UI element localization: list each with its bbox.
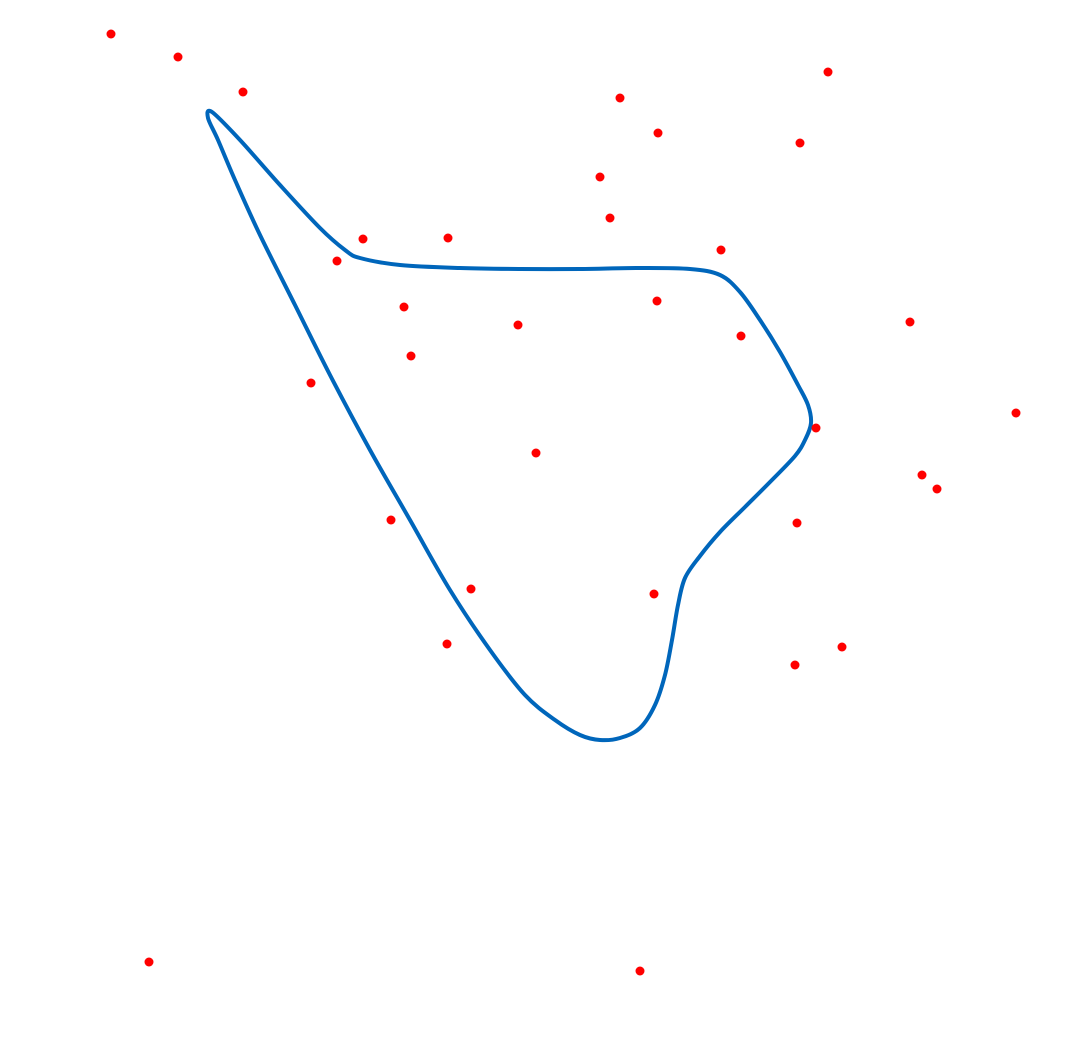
scatter-point: [905, 317, 915, 327]
scatter-point: [531, 448, 541, 458]
scatter-point: [823, 67, 833, 77]
scatter-point: [837, 642, 847, 652]
scatter-point: [635, 966, 645, 976]
scatter-point: [615, 93, 625, 103]
scatter-point: [649, 589, 659, 599]
scatter-point: [442, 639, 452, 649]
scatter-point: [792, 518, 802, 528]
scatter-point: [466, 584, 476, 594]
scatter-point: [605, 213, 615, 223]
scatter-point: [790, 660, 800, 670]
scatter-point: [358, 234, 368, 244]
closed-curve-line: [205, 108, 814, 743]
scatter-point: [652, 296, 662, 306]
scatter-point: [144, 957, 154, 967]
scatter-point: [917, 470, 927, 480]
scatter-point: [595, 172, 605, 182]
curve-layer: [205, 108, 814, 743]
scatter-point: [811, 423, 821, 433]
scatter-point: [173, 52, 183, 62]
scatter-point: [795, 138, 805, 148]
scatter-point: [1011, 408, 1021, 418]
scatter-point: [399, 302, 409, 312]
scatter-point: [306, 378, 316, 388]
scatter-point: [106, 29, 116, 39]
scatter-point: [716, 245, 726, 255]
scatter-point: [653, 128, 663, 138]
scatter-point: [513, 320, 523, 330]
scatter-point: [932, 484, 942, 494]
scatter-point: [332, 256, 342, 266]
scatter-point: [736, 331, 746, 341]
scatter-point: [386, 515, 396, 525]
scatter-point: [443, 233, 453, 243]
scatter-point: [238, 87, 248, 97]
points-layer: [106, 29, 1021, 976]
scatter-point: [406, 351, 416, 361]
